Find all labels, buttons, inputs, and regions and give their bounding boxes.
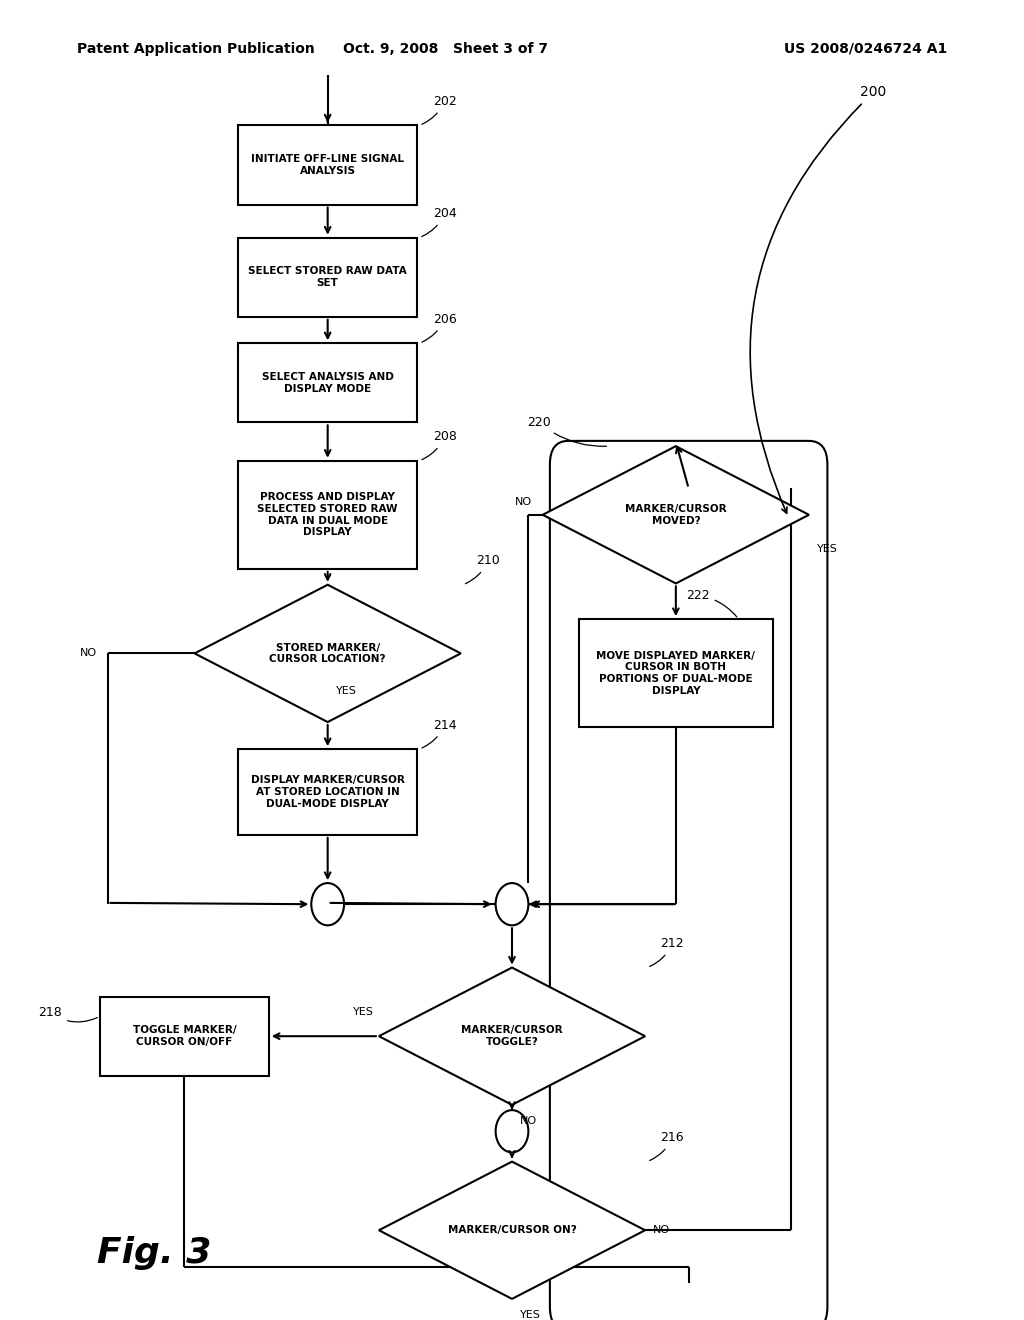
Text: 222: 222 <box>686 589 737 616</box>
Text: PROCESS AND DISPLAY
SELECTED STORED RAW
DATA IN DUAL MODE
DISPLAY: PROCESS AND DISPLAY SELECTED STORED RAW … <box>257 492 398 537</box>
Text: NO: NO <box>520 1115 538 1126</box>
Text: STORED MARKER/
CURSOR LOCATION?: STORED MARKER/ CURSOR LOCATION? <box>269 643 386 664</box>
Text: MARKER/CURSOR
TOGGLE?: MARKER/CURSOR TOGGLE? <box>461 1026 563 1047</box>
FancyBboxPatch shape <box>238 125 418 205</box>
Text: Oct. 9, 2008   Sheet 3 of 7: Oct. 9, 2008 Sheet 3 of 7 <box>343 41 548 55</box>
Polygon shape <box>379 1162 645 1299</box>
FancyBboxPatch shape <box>579 619 773 727</box>
Text: 200: 200 <box>751 86 887 513</box>
Text: NO: NO <box>80 648 97 659</box>
Circle shape <box>311 883 344 925</box>
Text: 206: 206 <box>422 313 457 342</box>
Text: 214: 214 <box>422 719 457 748</box>
Text: YES: YES <box>817 544 838 554</box>
Text: 210: 210 <box>465 554 500 583</box>
Text: NO: NO <box>653 1225 671 1236</box>
Text: Fig. 3: Fig. 3 <box>97 1236 212 1270</box>
FancyBboxPatch shape <box>238 343 418 422</box>
Text: 208: 208 <box>422 430 457 459</box>
Text: NO: NO <box>515 496 532 507</box>
Polygon shape <box>379 968 645 1105</box>
Text: MARKER/CURSOR ON?: MARKER/CURSOR ON? <box>447 1225 577 1236</box>
Text: INITIATE OFF-LINE SIGNAL
ANALYSIS: INITIATE OFF-LINE SIGNAL ANALYSIS <box>251 154 404 176</box>
Text: DISPLAY MARKER/CURSOR
AT STORED LOCATION IN
DUAL-MODE DISPLAY: DISPLAY MARKER/CURSOR AT STORED LOCATION… <box>251 775 404 809</box>
Text: TOGGLE MARKER/
CURSOR ON/OFF: TOGGLE MARKER/ CURSOR ON/OFF <box>132 1026 237 1047</box>
Polygon shape <box>543 446 809 583</box>
Text: MOVE DISPLAYED MARKER/
CURSOR IN BOTH
PORTIONS OF DUAL-MODE
DISPLAY: MOVE DISPLAYED MARKER/ CURSOR IN BOTH PO… <box>596 651 756 696</box>
FancyBboxPatch shape <box>238 461 418 569</box>
Text: 204: 204 <box>422 207 457 236</box>
Circle shape <box>496 1110 528 1152</box>
Text: MARKER/CURSOR
MOVED?: MARKER/CURSOR MOVED? <box>625 504 727 525</box>
Circle shape <box>496 883 528 925</box>
Text: 212: 212 <box>649 937 684 966</box>
Text: 202: 202 <box>422 95 457 124</box>
Text: 216: 216 <box>649 1131 684 1160</box>
FancyBboxPatch shape <box>238 238 418 317</box>
Text: SELECT STORED RAW DATA
SET: SELECT STORED RAW DATA SET <box>248 267 408 288</box>
Text: 218: 218 <box>39 1006 97 1022</box>
Text: YES: YES <box>353 1007 374 1018</box>
Polygon shape <box>195 585 461 722</box>
Text: YES: YES <box>520 1309 541 1320</box>
FancyBboxPatch shape <box>100 997 268 1076</box>
Text: 220: 220 <box>527 416 606 446</box>
Text: SELECT ANALYSIS AND
DISPLAY MODE: SELECT ANALYSIS AND DISPLAY MODE <box>262 372 393 393</box>
Text: YES: YES <box>336 686 356 696</box>
FancyBboxPatch shape <box>238 748 418 834</box>
Text: US 2008/0246724 A1: US 2008/0246724 A1 <box>784 41 947 55</box>
Text: Patent Application Publication: Patent Application Publication <box>77 41 314 55</box>
